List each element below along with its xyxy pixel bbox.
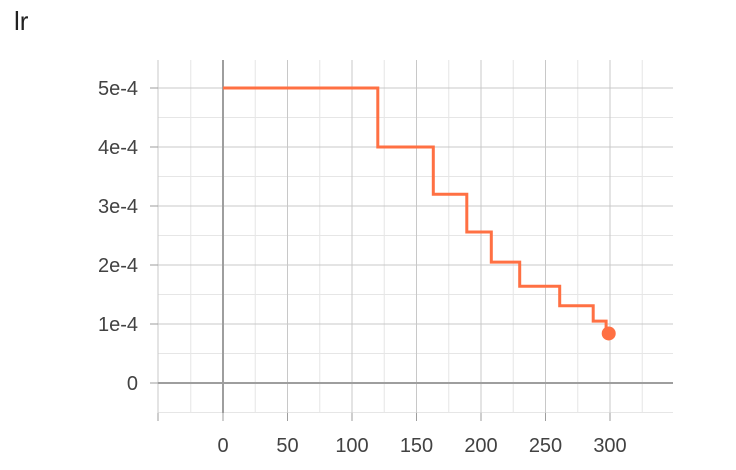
x-tick-label: 200 [464, 435, 497, 457]
chart-title: lr [14, 6, 29, 36]
grid-major [157, 60, 673, 413]
y-tick-label: 1e-4 [98, 314, 138, 336]
x-tick-label: 50 [276, 435, 298, 457]
last-value-point [601, 326, 616, 341]
tick-labels: 0 1e-4 2e-4 3e-4 4e-4 5e-4 0 50 100 150 200 250 300 [98, 78, 627, 457]
y-tick-label: 2e-4 [98, 255, 138, 277]
series-layer [223, 86, 616, 341]
x-tick-label: 0 [217, 435, 228, 457]
x-tick-label: 100 [335, 435, 368, 457]
x-tick-label: 300 [593, 435, 626, 457]
y-tick-label: 0 [127, 373, 138, 395]
y-tick-label: 5e-4 [98, 78, 138, 100]
x-tick-label: 250 [529, 435, 562, 457]
y-tick-label: 3e-4 [98, 196, 138, 218]
axes [150, 60, 673, 421]
lr-series-line [223, 86, 608, 334]
y-tick-label: 4e-4 [98, 137, 138, 159]
x-tick-label: 150 [400, 435, 433, 457]
grid-minor [158, 60, 673, 413]
